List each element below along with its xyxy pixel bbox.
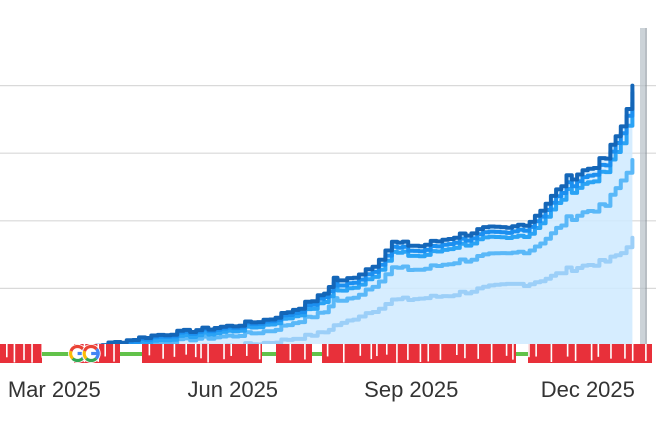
event-marker-separator	[289, 344, 292, 361]
x-tick-label: Jun 2025	[188, 377, 279, 402]
google-icon[interactable]	[81, 344, 101, 363]
event-marker-separator	[407, 344, 409, 360]
event-marker-separator	[31, 344, 33, 363]
event-neutral-segment	[262, 352, 276, 356]
event-marker-separator	[359, 344, 362, 356]
event-marker-separator	[113, 344, 115, 362]
series-line	[38, 83, 635, 355]
event-track[interactable]	[0, 344, 652, 363]
event-marker-separator	[200, 344, 202, 359]
event-marker-separator	[173, 344, 176, 357]
event-marker-separator	[6, 344, 8, 358]
event-marker-separator	[439, 344, 442, 360]
event-marker-separator	[376, 344, 378, 357]
event-marker-separator	[419, 344, 422, 362]
series-line	[38, 100, 635, 357]
event-marker-separator	[148, 344, 151, 356]
event-marker-separator	[230, 344, 233, 356]
event-neutral-segment	[312, 352, 322, 356]
event-marker-separator	[104, 344, 106, 357]
event-marker-separator	[396, 344, 398, 363]
event-marker-separator	[512, 344, 514, 360]
event-marker-separator	[528, 344, 530, 358]
event-marker-separator	[23, 344, 25, 361]
event-marker-separator	[610, 344, 612, 359]
google-icon[interactable]	[68, 344, 88, 363]
event-marker-separator	[464, 344, 466, 359]
event-marker-separator	[505, 344, 508, 356]
event-marker-separator	[590, 344, 593, 361]
event-marker-separator	[597, 344, 600, 357]
cursor-band	[640, 28, 645, 356]
hover-cursor	[640, 28, 647, 356]
event-neutral-segment	[516, 352, 528, 356]
event-marker-separator	[13, 344, 16, 363]
x-axis-ticks: Mar 2025 Jun 2025 Sep 2025 Dec 2025	[8, 377, 635, 402]
event-marker-separator	[645, 344, 647, 362]
event-marker-separator	[185, 344, 187, 355]
event-neutral-segment	[120, 352, 142, 356]
event-marker-separator	[207, 344, 209, 363]
event-marker-separator	[304, 344, 306, 360]
event-marker-separator	[370, 344, 373, 360]
event-neutral-segment	[42, 352, 74, 356]
event-marker-separator	[194, 344, 197, 358]
event-marker-separator	[550, 344, 553, 363]
event-marker-separator	[631, 344, 634, 361]
event-marker-separator	[477, 344, 480, 359]
event-marker-separator	[385, 344, 388, 355]
x-tick-label: Dec 2025	[541, 377, 635, 402]
event-marker-separator	[245, 344, 248, 356]
event-marker-separator	[342, 344, 345, 363]
event-marker-separator	[456, 344, 458, 355]
event-marker-separator	[490, 344, 493, 363]
event-marker-separator	[223, 344, 225, 360]
x-tick-label: Sep 2025	[364, 377, 458, 402]
event-marker-separator	[574, 344, 577, 361]
event-marker-separator	[566, 344, 569, 357]
event-marker-separator	[427, 344, 430, 362]
event-marker-separator	[326, 344, 329, 357]
event-marker-separator	[162, 344, 164, 359]
event-marker-separator	[535, 344, 537, 357]
event-marker-separator	[624, 344, 626, 359]
x-tick-label: Mar 2025	[8, 377, 101, 402]
event-marker-separator	[258, 344, 261, 360]
